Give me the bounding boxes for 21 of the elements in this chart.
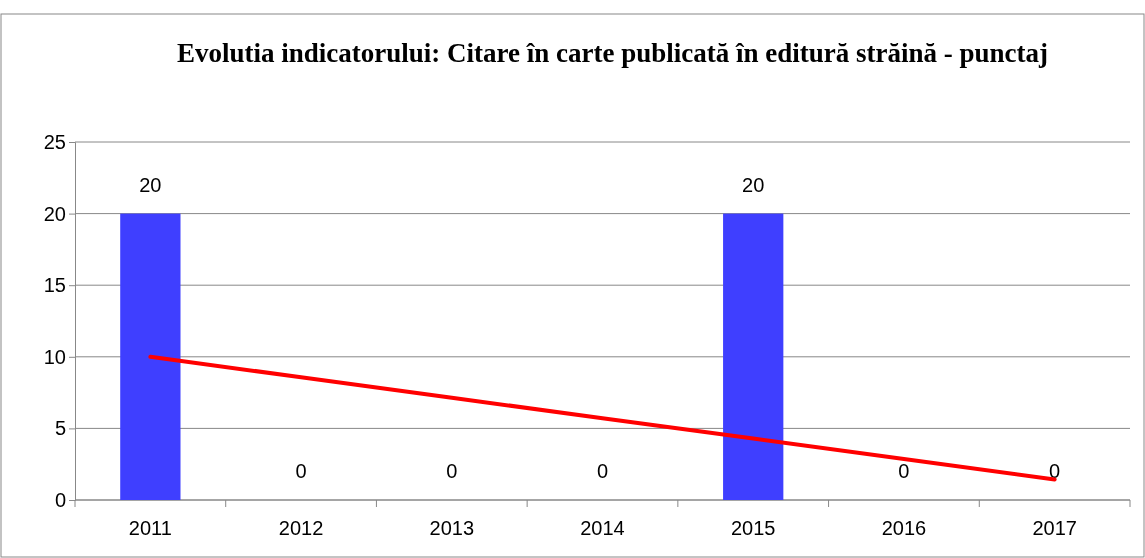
data-label: 0 (295, 460, 307, 482)
data-label: 0 (898, 460, 910, 482)
data-label: 20 (742, 173, 765, 196)
y-tick-label: 5 (54, 417, 66, 440)
y-tick-label: 20 (43, 202, 66, 225)
y-tick-label: 10 (43, 345, 66, 368)
x-tick-label: 2013 (429, 517, 475, 539)
data-label: 0 (1049, 460, 1061, 482)
data-label: 0 (596, 460, 609, 482)
y-tick-label: 15 (43, 274, 66, 297)
x-tick-label: 2014 (580, 517, 625, 539)
x-tick-label: 2016 (881, 517, 927, 539)
data-label: 0 (446, 460, 458, 482)
chart-title: Evolutia indicatorului: Citare în carte publicată în editură străină - punctaj (176, 38, 1049, 68)
y-tick-label: 0 (54, 488, 66, 511)
y-tick-label: 25 (43, 130, 66, 153)
x-tick-label: 2017 (1032, 517, 1077, 539)
x-tick-label: 2012 (278, 517, 324, 539)
x-tick-label: 2011 (128, 517, 172, 539)
x-tick-label: 2015 (730, 517, 776, 539)
data-label: 20 (139, 173, 162, 196)
